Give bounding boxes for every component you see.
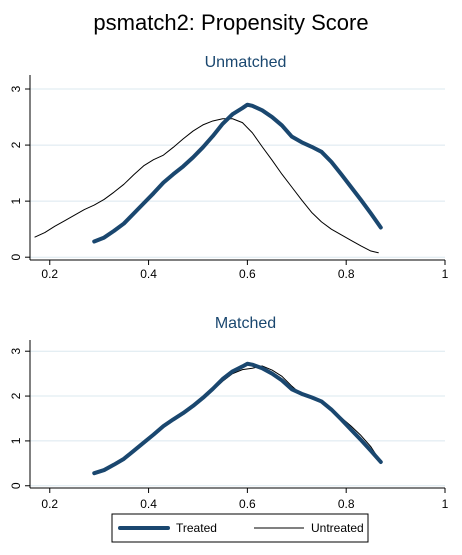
figure-title: psmatch2: Propensity Score [93, 10, 368, 35]
x-tick-label-0: 0.2 [41, 497, 58, 511]
y-tick-label-2: 2 [9, 392, 23, 399]
x-tick-label-2: 0.6 [239, 267, 256, 281]
x-tick-label-4: 1 [442, 497, 449, 511]
y-tick-label-3: 3 [9, 348, 23, 355]
y-tick-label-1: 1 [9, 197, 23, 204]
y-tick-label-0: 0 [9, 482, 23, 489]
panel-title-matched: Matched [215, 315, 276, 332]
panel-matched: Matched 0 1 2 3 0.2 0.4 0.6 0.8 1 [9, 315, 449, 511]
y-tick-label-0: 0 [9, 254, 23, 261]
legend-treated-label: Treated [176, 521, 217, 535]
series-line-untreated [34, 118, 379, 254]
series-line-treated [92, 102, 383, 244]
x-tick-label-1: 0.4 [140, 497, 157, 511]
x-tick-label-0: 0.2 [41, 267, 58, 281]
x-tick-label-1: 0.4 [140, 267, 157, 281]
y-tick-label-1: 1 [9, 437, 23, 444]
series-line-treated [92, 361, 383, 476]
panel-unmatched: Unmatched 0 1 2 3 0.2 0.4 0.6 0.8 1 [9, 54, 449, 281]
x-tick-label-4: 1 [442, 267, 449, 281]
panel-title-unmatched: Unmatched [205, 54, 287, 71]
x-tick-label-2: 0.6 [239, 497, 256, 511]
x-tick-label-3: 0.8 [338, 267, 355, 281]
y-tick-label-2: 2 [9, 141, 23, 148]
y-tick-label-3: 3 [9, 85, 23, 92]
legend-untreated-label: Untreated [311, 521, 364, 535]
x-tick-label-3: 0.8 [338, 497, 355, 511]
legend: Treated Untreated [111, 513, 369, 543]
